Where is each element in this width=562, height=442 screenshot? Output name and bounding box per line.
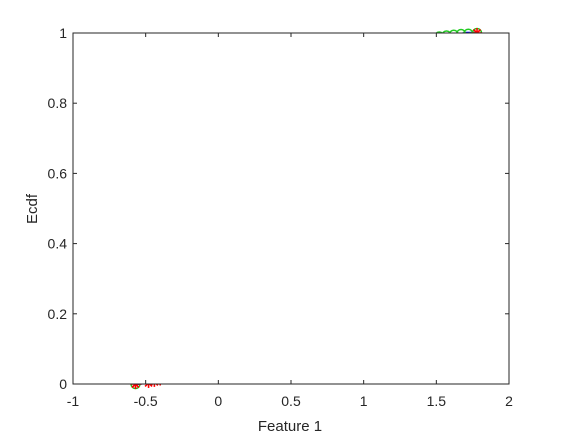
x-tick-label: 1	[360, 393, 368, 409]
plot-area-frame	[72, 32, 510, 385]
x-tick-label: -0.5	[134, 393, 158, 409]
y-tick-label: 0.8	[48, 95, 68, 111]
y-tick-label: 1	[59, 25, 67, 41]
y-tick-label: 0.6	[48, 165, 68, 181]
x-tick-label: 2	[505, 393, 513, 409]
y-tick-label: 0	[59, 376, 67, 392]
y-tick-label: 0.2	[48, 306, 68, 322]
x-tick-label: -1	[67, 393, 80, 409]
y-axis-label: Ecdf	[24, 193, 41, 224]
x-tick-label: 1.5	[427, 393, 447, 409]
y-tick-label: 0.4	[48, 236, 68, 252]
x-tick-label: 0.5	[281, 393, 301, 409]
x-tick-label: 0	[214, 393, 222, 409]
x-axis-label: Feature 1	[258, 418, 322, 435]
